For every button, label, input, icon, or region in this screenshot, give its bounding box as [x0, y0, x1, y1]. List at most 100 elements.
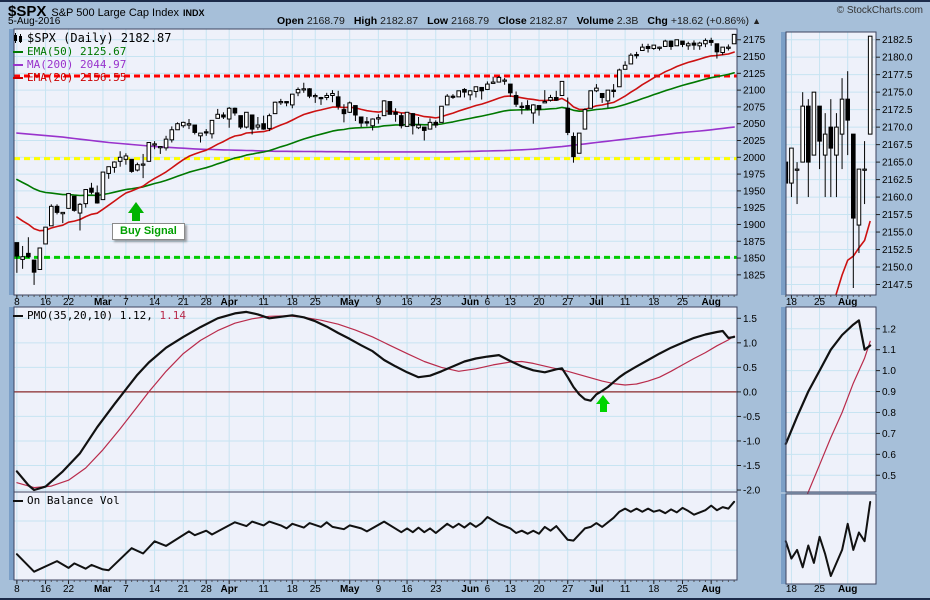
candle-up [720, 46, 725, 54]
inset-pmo-y-label: 0.6 [882, 450, 896, 461]
candle-up [651, 44, 657, 49]
candle-up [312, 95, 318, 98]
quote-label: Close [498, 15, 527, 27]
candle-down [31, 259, 37, 273]
candle-up [77, 203, 83, 214]
candle-up [83, 189, 89, 205]
candle-up [163, 138, 169, 149]
x-axis-label: 28 [201, 297, 213, 308]
candle-up [657, 46, 662, 49]
price-y-label: 1825 [743, 270, 766, 281]
x-axis-label: 25 [677, 297, 689, 308]
price-y-label: 2050 [743, 119, 766, 130]
x-axis-label: 25 [310, 297, 322, 308]
quote-label: High [353, 15, 378, 27]
candle-up [404, 111, 410, 127]
inset-price-y-label: 2155.0 [882, 228, 913, 239]
x-axis-label: 7 [123, 297, 129, 308]
inset-price-panel-border [785, 31, 877, 296]
candle-down [845, 98, 850, 121]
candle-up [186, 123, 192, 126]
x-axis-label: 8 [14, 584, 20, 595]
x-axis-label: Mar [94, 584, 112, 595]
candle-down [462, 88, 467, 93]
candle-up [169, 129, 175, 141]
ema20-legend: EMA(20) 2156.55 [27, 71, 127, 84]
ema20-swatch [13, 77, 23, 79]
candle-up [530, 104, 536, 114]
candle-up [117, 156, 123, 162]
candle-down [89, 187, 94, 193]
index-name: S&P 500 Large Cap Index [51, 7, 179, 19]
buy-signal-label: Buy Signal [112, 223, 185, 240]
candle-up [731, 33, 737, 45]
candle-up [209, 119, 215, 135]
candle-down [536, 105, 542, 111]
inset-obv-line [784, 501, 872, 577]
price-y-label: 2150 [743, 52, 766, 63]
candle-up [456, 90, 462, 98]
inset-pmo-y-label: 1.0 [882, 366, 896, 377]
x-axis-label: 8 [14, 297, 20, 308]
x-axis-label: Apr [221, 584, 238, 595]
candle-up [467, 90, 473, 96]
candle-up [295, 88, 301, 94]
pmo-y-label: 0.0 [743, 387, 757, 398]
pmo-line [15, 310, 736, 492]
candle-up [152, 143, 157, 146]
x-axis-label: 27 [562, 584, 574, 595]
obv-line [15, 500, 736, 573]
candle-down [358, 116, 364, 124]
candle-up [100, 171, 106, 201]
pmo-y-label: -1.5 [743, 461, 761, 472]
candle-down [353, 105, 358, 116]
x-axis-label: 16 [40, 584, 52, 595]
candle-down [232, 107, 238, 114]
ma200-swatch [13, 64, 23, 66]
inset-ema20-line [835, 220, 871, 295]
price-y-label: 2100 [743, 86, 766, 97]
inset-pmo-y-label: 0.7 [882, 429, 896, 440]
x-axis-label: 21 [178, 584, 190, 595]
candle-down [284, 101, 289, 104]
price-y-label: 1975 [743, 170, 766, 181]
candle-down [203, 131, 209, 134]
inset-pmo-y-label: 0.9 [882, 387, 896, 398]
candle-up [135, 164, 140, 171]
candle-up [789, 147, 794, 184]
x-axis-label: 14 [149, 584, 161, 595]
candle-down [192, 124, 198, 133]
x-axis-label: 28 [201, 584, 213, 595]
candle-down [335, 96, 341, 107]
candle-up [662, 40, 668, 47]
ema50-swatch [13, 51, 23, 53]
candle-up [439, 105, 444, 123]
candle-down [691, 42, 697, 46]
inset-pmo-y-label: 1.1 [882, 345, 896, 356]
price-panel-border [13, 28, 738, 296]
inset-pmo-panel-plot-bg [786, 307, 876, 492]
x-axis-label: 16 [40, 297, 52, 308]
candle-down [680, 40, 685, 45]
chart-date: 5-Aug-2016 [8, 16, 61, 27]
inset-x-axis-label: Aug [838, 297, 857, 308]
inset-pmo-line [784, 319, 872, 445]
ema50-legend: EMA(50) 2125.67 [27, 45, 127, 58]
header: $SPX S&P 500 Large Cap Index INDX [8, 3, 205, 20]
candle-down [450, 95, 456, 98]
candle-down [94, 192, 100, 204]
candle-up [215, 113, 221, 119]
candle-down [525, 105, 530, 110]
x-axis-label: 23 [430, 584, 442, 595]
x-axis-label: 27 [562, 297, 574, 308]
x-axis-label: Jun [461, 584, 479, 595]
quote-value: 2168.79 [306, 15, 345, 27]
candle-up [839, 98, 845, 135]
pmo-y-label: -2.0 [743, 486, 761, 497]
candle-down [341, 109, 347, 115]
candle-up [794, 168, 800, 171]
x-axis-label: 25 [310, 584, 322, 595]
candle-up [255, 124, 261, 128]
candle-down [508, 83, 513, 94]
